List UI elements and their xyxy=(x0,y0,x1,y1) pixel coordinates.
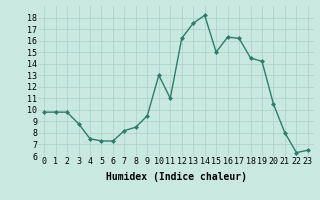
X-axis label: Humidex (Indice chaleur): Humidex (Indice chaleur) xyxy=(106,172,246,182)
